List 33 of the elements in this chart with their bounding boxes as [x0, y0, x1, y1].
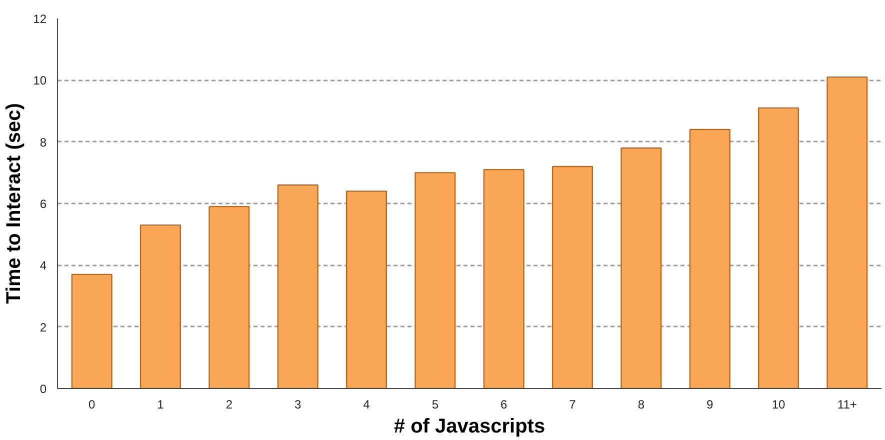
bar — [483, 168, 524, 388]
x-axis-title: # of Javascripts — [394, 416, 546, 438]
y-tick-label: 2 — [40, 320, 47, 334]
y-tick-label: 4 — [40, 258, 47, 273]
bar — [758, 107, 800, 388]
x-tick-label: 3 — [294, 398, 302, 412]
x-tick-label: 6 — [500, 398, 508, 412]
x-tick-label: 11+ — [837, 398, 857, 412]
bar — [826, 76, 868, 388]
y-tick-label: 12 — [33, 12, 47, 26]
bar — [689, 128, 730, 388]
x-tick-label: 4 — [363, 398, 370, 412]
bar — [620, 147, 662, 388]
bar — [277, 184, 318, 388]
x-tick-label: 9 — [706, 398, 714, 412]
x-tick-label: 7 — [569, 398, 576, 412]
bar — [208, 206, 250, 388]
x-tick-label: 8 — [638, 398, 645, 412]
y-tick-label: 0 — [40, 382, 47, 396]
y-tick-label: 8 — [40, 135, 47, 150]
x-tick-label: 5 — [432, 398, 439, 412]
y-axis-title: Time to Interact (sec) — [3, 103, 26, 304]
bar — [140, 224, 182, 388]
bar — [552, 166, 594, 388]
x-tick-label: 2 — [226, 398, 233, 412]
bar — [414, 172, 456, 388]
y-tick-label: 10 — [33, 74, 47, 88]
y-tick-label: 6 — [40, 197, 47, 211]
x-tick-label: 0 — [88, 398, 96, 412]
x-tick-label: 10 — [772, 398, 786, 412]
bar — [71, 274, 112, 388]
x-tick-label: 1 — [157, 398, 164, 412]
bar — [346, 190, 388, 388]
